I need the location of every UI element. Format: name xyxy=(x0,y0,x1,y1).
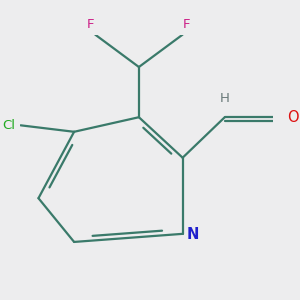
Text: N: N xyxy=(187,227,199,242)
Text: H: H xyxy=(220,92,230,105)
Text: Cl: Cl xyxy=(2,119,15,132)
Text: F: F xyxy=(87,19,95,32)
Text: F: F xyxy=(183,19,190,32)
Text: O: O xyxy=(287,110,298,125)
